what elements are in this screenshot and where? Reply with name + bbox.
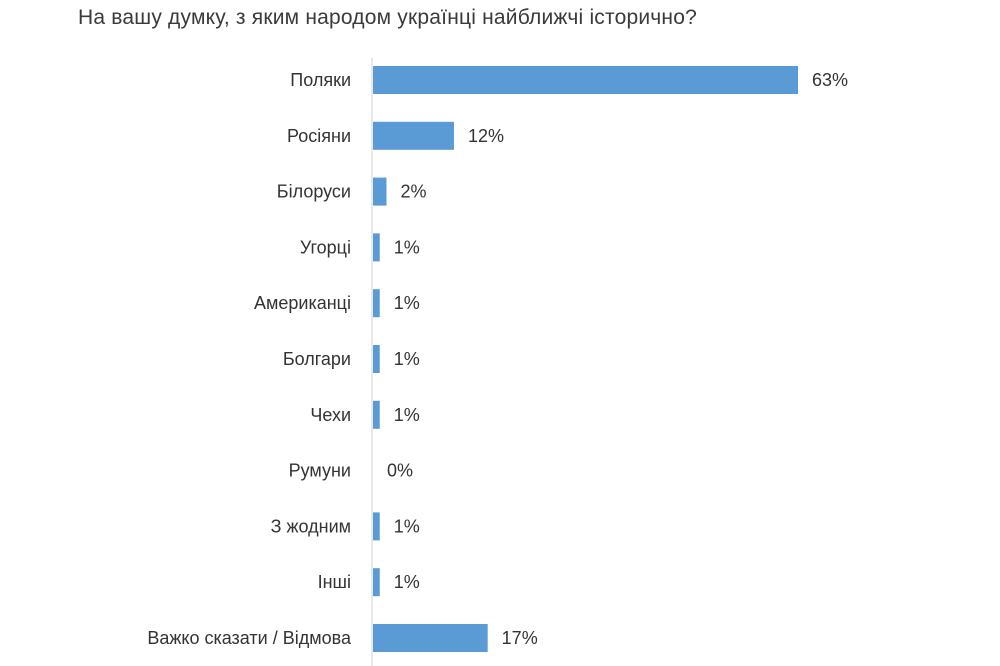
category-label: Білоруси xyxy=(277,182,351,202)
bar xyxy=(373,66,798,94)
value-label: 1% xyxy=(394,405,420,425)
bar xyxy=(373,289,380,318)
category-label: Американці xyxy=(254,293,351,313)
category-label: Румуни xyxy=(289,461,351,481)
value-label: 1% xyxy=(394,516,420,536)
bar xyxy=(373,400,380,429)
category-label: Болгари xyxy=(283,349,351,369)
value-label: 1% xyxy=(394,572,420,592)
value-label: 1% xyxy=(394,349,420,369)
category-label: Чехи xyxy=(310,405,351,425)
chart-title: На вашу думку, з яким народом українці н… xyxy=(78,6,697,29)
value-label: 17% xyxy=(502,628,538,648)
value-label: 0% xyxy=(387,461,413,481)
bar xyxy=(373,177,387,206)
value-label: 1% xyxy=(394,237,420,257)
bar xyxy=(373,512,380,541)
bars-layer: Поляки 63% Росіяни 12% Білоруси 2% Угорці 1% Аме… xyxy=(147,66,848,652)
category-label: Інші xyxy=(318,572,351,592)
category-label: Росіяни xyxy=(287,126,351,146)
bar xyxy=(373,568,380,597)
category-label: Угорці xyxy=(300,237,351,257)
value-label: 63% xyxy=(812,70,848,90)
category-label: Поляки xyxy=(290,70,351,90)
bar xyxy=(373,624,488,652)
bar xyxy=(373,233,380,262)
value-label: 2% xyxy=(400,182,426,202)
bar xyxy=(373,345,380,373)
value-label: 12% xyxy=(468,126,504,146)
bar xyxy=(373,121,454,150)
category-label: Важко сказати / Відмова xyxy=(147,628,352,648)
category-label: З жодним xyxy=(271,516,351,536)
value-label: 1% xyxy=(394,293,420,313)
